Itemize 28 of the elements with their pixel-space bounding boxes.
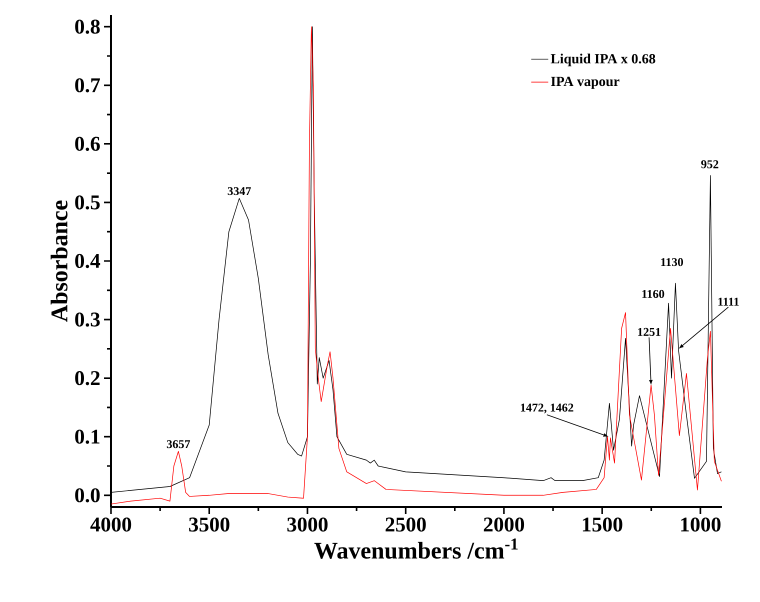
y-tick-label: 0.8 bbox=[75, 20, 100, 34]
annotation: 1472, 1462 bbox=[520, 404, 574, 414]
legend-label: IPA vapour bbox=[551, 76, 620, 89]
annotation: 1160 bbox=[642, 290, 664, 298]
y-tick-label: 0.7 bbox=[75, 78, 100, 92]
x-tick-label: 4000 bbox=[90, 518, 132, 532]
x-tick-label: 1000 bbox=[681, 518, 721, 532]
y-tick-label: 0.6 bbox=[75, 136, 100, 151]
y-tick-label: 0.3 bbox=[75, 312, 100, 327]
y-tick-label: 0.5 bbox=[75, 195, 100, 210]
x-tick-label: 3000 bbox=[287, 518, 328, 532]
x-tick-label: 2500 bbox=[386, 518, 426, 532]
x-tick-label: 1500 bbox=[582, 518, 622, 532]
legend-label: Liquid IPA x 0.68 bbox=[550, 54, 656, 66]
annotation: 1251 bbox=[638, 328, 660, 336]
y-axis-title: Absorbance bbox=[50, 200, 68, 322]
annotation: 3657 bbox=[166, 440, 190, 448]
x-tick-label: 2000 bbox=[484, 518, 524, 532]
y-tick-label: 0.2 bbox=[75, 371, 100, 386]
y-tick-label: 0.0 bbox=[75, 488, 100, 502]
y-tick-label: 0.4 bbox=[75, 254, 100, 268]
y-tick-label: 0.1 bbox=[75, 430, 100, 444]
annotation: 1111 bbox=[718, 298, 739, 306]
annotation: 1130 bbox=[661, 258, 684, 266]
annotation: 3347 bbox=[228, 187, 251, 196]
x-tick-label: 3500 bbox=[189, 518, 230, 532]
x-axis-title: Wavenumbers /cm$^{-1}$ bbox=[314, 538, 518, 559]
annotation: 952 bbox=[701, 160, 718, 168]
